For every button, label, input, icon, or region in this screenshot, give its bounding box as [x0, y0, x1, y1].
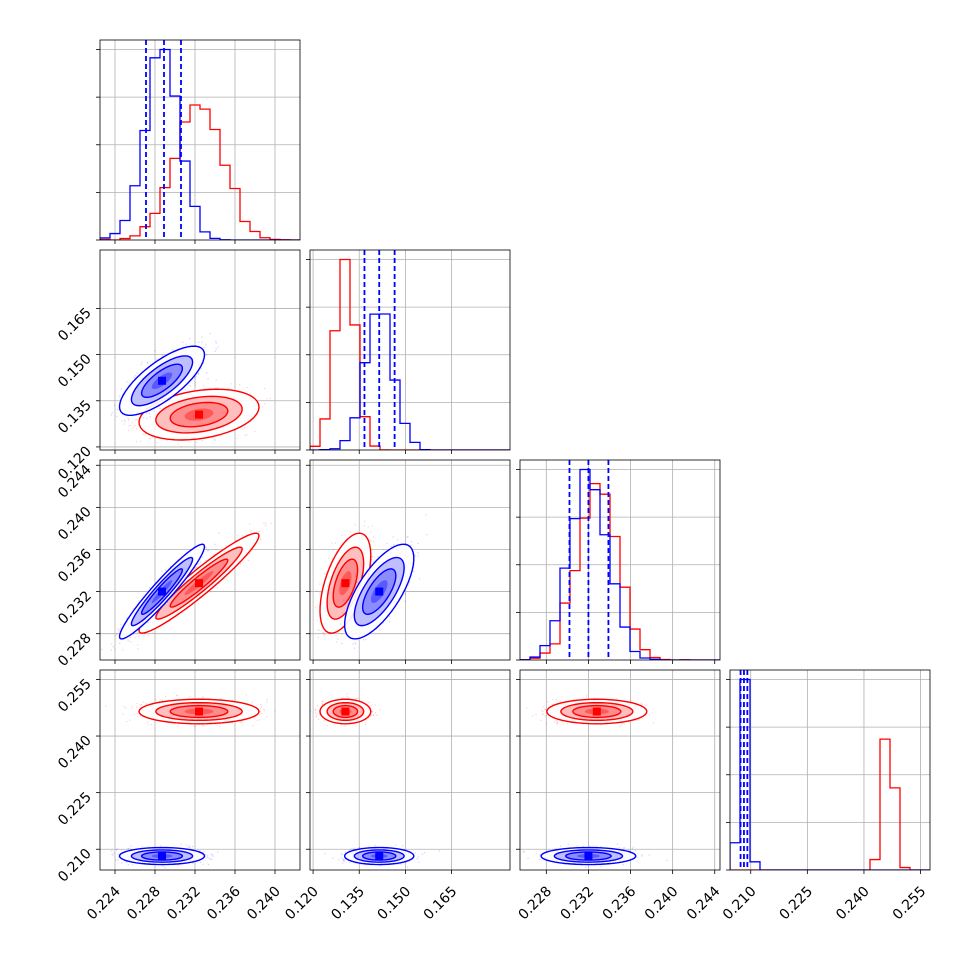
x-tick-label: 0.224 [84, 883, 124, 923]
x-tick-label: 0.244 [684, 883, 724, 923]
density-peak [341, 708, 349, 716]
histogram-blue [310, 314, 510, 450]
density-peak [195, 411, 203, 419]
y-tick-label: 0.232 [55, 588, 95, 628]
y-tick-label: 0.255 [55, 676, 95, 716]
y-tick-label: 0.165 [55, 305, 95, 345]
y-tick-label: 0.228 [55, 630, 95, 670]
x-tick-label: 0.228 [124, 884, 164, 924]
x-tick-label: 0.150 [375, 884, 415, 924]
density-peak [158, 852, 166, 860]
x-tick-label: 0.165 [421, 884, 461, 924]
x-tick-label: 0.236 [204, 883, 244, 923]
density-peak [158, 377, 166, 385]
x-tick-label: 0.120 [282, 884, 322, 924]
x-tick-label: 0.210 [720, 884, 760, 924]
density-peak [158, 588, 166, 596]
x-tick-label: 0.255 [890, 884, 930, 924]
panel-3-3: 0.210 0.225 0.240 0.255 [720, 670, 930, 923]
histogram-red [730, 739, 930, 870]
x-tick-label: 0.135 [328, 884, 368, 924]
panel-2-2 [516, 460, 720, 664]
x-tick-label: 0.240 [833, 884, 873, 924]
density-peak [584, 852, 592, 860]
density-peak [375, 852, 383, 860]
x-tick-label: 0.232 [558, 884, 598, 924]
density-peak [375, 588, 383, 596]
panel-1-1 [306, 250, 510, 454]
y-tick-label: 0.135 [55, 397, 95, 437]
y-tick-label: 0.236 [55, 546, 95, 586]
x-tick-label: 0.240 [244, 884, 284, 924]
panel-2-1 [306, 460, 510, 664]
x-tick-label: 0.236 [600, 883, 640, 923]
density-peak [341, 579, 349, 587]
density-peak [195, 708, 203, 716]
panel-0-0 [96, 40, 300, 244]
x-tick-label: 0.228 [515, 884, 555, 924]
density-peak [593, 708, 601, 716]
density-peak [195, 579, 203, 587]
y-tick-label: 0.150 [55, 351, 95, 391]
y-tick-label: 0.210 [55, 846, 95, 886]
x-tick-label: 0.240 [642, 884, 682, 924]
y-tick-label: 0.240 [55, 504, 95, 544]
y-tick-label: 0.240 [55, 733, 95, 773]
x-tick-label: 0.225 [777, 884, 817, 924]
x-tick-label: 0.232 [164, 884, 204, 924]
y-tick-label: 0.225 [55, 789, 95, 829]
